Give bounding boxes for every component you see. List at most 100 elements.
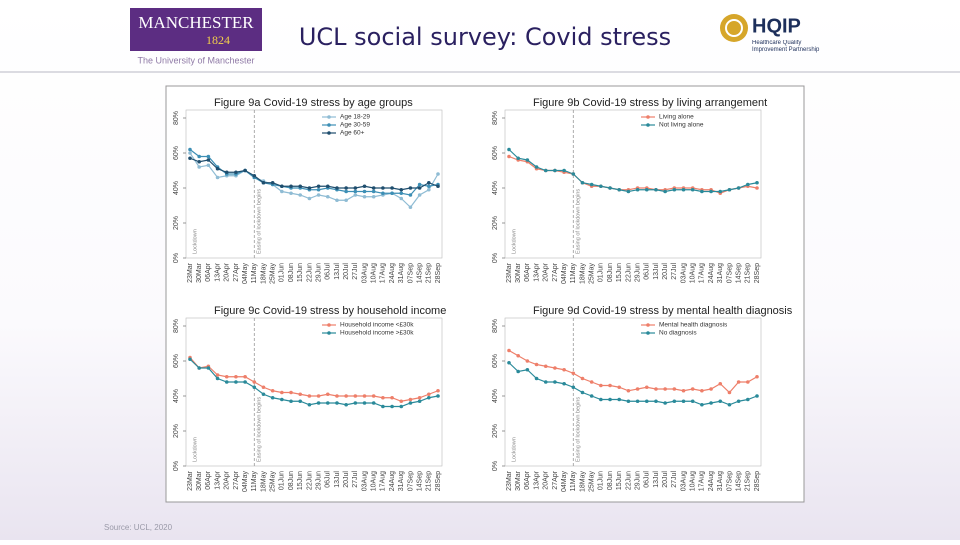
x-tick-label: 08Jun bbox=[607, 471, 614, 490]
x-tick-label: 13Apr bbox=[533, 262, 540, 281]
x-tick-label: 20Jul bbox=[343, 263, 350, 280]
x-tick-label: 07Sep bbox=[726, 471, 733, 491]
data-point bbox=[353, 186, 358, 190]
data-point bbox=[234, 374, 238, 379]
series-line bbox=[189, 152, 439, 209]
x-tick-label: 01Jun bbox=[598, 471, 605, 490]
data-point bbox=[626, 399, 631, 404]
data-point bbox=[427, 187, 431, 192]
x-tick-label: 27Apr bbox=[552, 262, 559, 281]
data-point bbox=[307, 394, 312, 398]
x-tick-label: 10Aug bbox=[690, 471, 697, 491]
data-point bbox=[562, 367, 566, 372]
x-tick-label: 01Jun bbox=[279, 263, 286, 282]
y-tick-label: 80% bbox=[173, 111, 180, 125]
data-point bbox=[599, 397, 603, 402]
data-point bbox=[399, 187, 404, 192]
chart-panel bbox=[165, 85, 805, 503]
data-point bbox=[224, 374, 229, 379]
data-point bbox=[270, 388, 275, 393]
data-point bbox=[427, 180, 431, 185]
data-point bbox=[580, 390, 585, 395]
data-point bbox=[589, 380, 594, 384]
x-tick-label: 15Jun bbox=[616, 471, 623, 490]
data-point bbox=[589, 394, 594, 398]
legend-label: No diagnosis bbox=[659, 330, 697, 337]
data-point bbox=[507, 360, 511, 365]
series-line bbox=[189, 358, 439, 408]
data-point bbox=[408, 401, 413, 405]
data-point bbox=[599, 383, 603, 388]
data-point bbox=[736, 186, 741, 190]
x-tick-label: 28Sep bbox=[435, 263, 442, 283]
logo-subtitle: The University of Manchester bbox=[137, 55, 254, 65]
data-point bbox=[427, 392, 431, 397]
data-point bbox=[344, 186, 348, 190]
data-point bbox=[718, 189, 723, 194]
x-tick-label: 22Jun bbox=[625, 471, 632, 490]
data-point bbox=[206, 163, 211, 168]
data-point bbox=[617, 385, 622, 390]
x-tick-label: 15Jun bbox=[297, 471, 304, 490]
x-tick-label: 03Aug bbox=[680, 471, 687, 491]
chart-title: Figure 9c Covid-19 stress by household i… bbox=[214, 305, 446, 317]
x-tick-label: 10Aug bbox=[690, 263, 697, 283]
legend-label: Age 30-59 bbox=[340, 122, 370, 129]
data-point bbox=[381, 191, 385, 196]
data-point bbox=[516, 156, 520, 161]
data-point bbox=[672, 387, 677, 391]
x-tick-label: 30Mar bbox=[515, 262, 522, 283]
data-point bbox=[727, 390, 732, 395]
x-tick-label: 28Sep bbox=[754, 263, 761, 283]
y-tick-label: 40% bbox=[173, 389, 180, 403]
data-point bbox=[608, 186, 612, 190]
data-point bbox=[718, 399, 723, 404]
data-point bbox=[746, 380, 750, 384]
data-point bbox=[252, 380, 257, 384]
x-tick-label: 24Aug bbox=[389, 471, 396, 491]
data-point bbox=[371, 401, 376, 405]
data-point bbox=[626, 189, 631, 194]
x-tick-label: 18May bbox=[260, 263, 267, 285]
data-point bbox=[663, 387, 667, 391]
x-tick-label: 23Mar bbox=[187, 470, 194, 491]
data-point bbox=[344, 189, 348, 194]
data-point bbox=[362, 394, 367, 398]
data-point bbox=[243, 374, 247, 379]
source-note: Source: UCL, 2020 bbox=[104, 523, 173, 532]
data-point bbox=[270, 395, 275, 400]
data-point bbox=[381, 404, 385, 409]
data-point bbox=[197, 366, 201, 370]
data-point bbox=[580, 180, 585, 185]
data-point bbox=[681, 399, 686, 404]
data-point bbox=[534, 165, 539, 169]
x-tick-label: 13Apr bbox=[533, 470, 540, 489]
x-tick-label: 06Apr bbox=[524, 262, 531, 281]
x-tick-label: 11May bbox=[251, 263, 258, 284]
y-tick-label: 0% bbox=[492, 253, 499, 263]
data-point bbox=[298, 193, 303, 197]
data-point bbox=[252, 385, 257, 390]
annotation: Easing of lockdown begins bbox=[576, 397, 582, 462]
data-point bbox=[617, 397, 622, 402]
data-point bbox=[188, 151, 192, 155]
data-point bbox=[215, 175, 220, 180]
data-point bbox=[224, 380, 229, 384]
data-point bbox=[700, 388, 704, 393]
x-tick-label: 01Jun bbox=[279, 471, 286, 490]
y-tick-label: 60% bbox=[492, 146, 499, 160]
data-point bbox=[399, 399, 404, 404]
x-tick-label: 25May bbox=[589, 263, 596, 285]
y-tick-label: 40% bbox=[173, 181, 180, 195]
x-tick-label: 23Mar bbox=[506, 470, 513, 491]
data-point bbox=[197, 165, 201, 169]
series-line bbox=[508, 149, 758, 193]
data-point bbox=[608, 397, 612, 402]
manchester-logo-box bbox=[130, 8, 262, 51]
x-tick-label: 14Sep bbox=[735, 263, 742, 283]
x-tick-label: 06Apr bbox=[205, 470, 212, 489]
x-tick-label: 13Jul bbox=[334, 263, 341, 280]
data-point bbox=[516, 353, 520, 358]
plot-area bbox=[504, 109, 762, 259]
x-tick-label: 04May bbox=[242, 471, 249, 493]
